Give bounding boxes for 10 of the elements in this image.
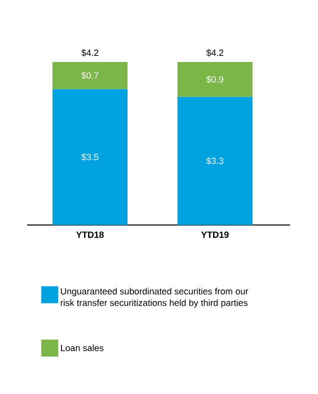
legend-label: Loan sales [60, 344, 104, 352]
total-label: $4.2 [206, 49, 224, 56]
total-label: $4.2 [81, 49, 98, 56]
x-tick-label: YTD19 [201, 232, 229, 238]
data-label: $0.7 [81, 72, 98, 80]
x-tick-label: YTD18 [76, 232, 104, 238]
legend-label: Unguaranteed subordinated securities from our risk transfer securitizations held by third parties [60, 288, 248, 308]
data-label: $3.5 [81, 153, 98, 161]
data-label: $0.9 [206, 76, 224, 84]
data-label: $3.3 [206, 157, 224, 165]
